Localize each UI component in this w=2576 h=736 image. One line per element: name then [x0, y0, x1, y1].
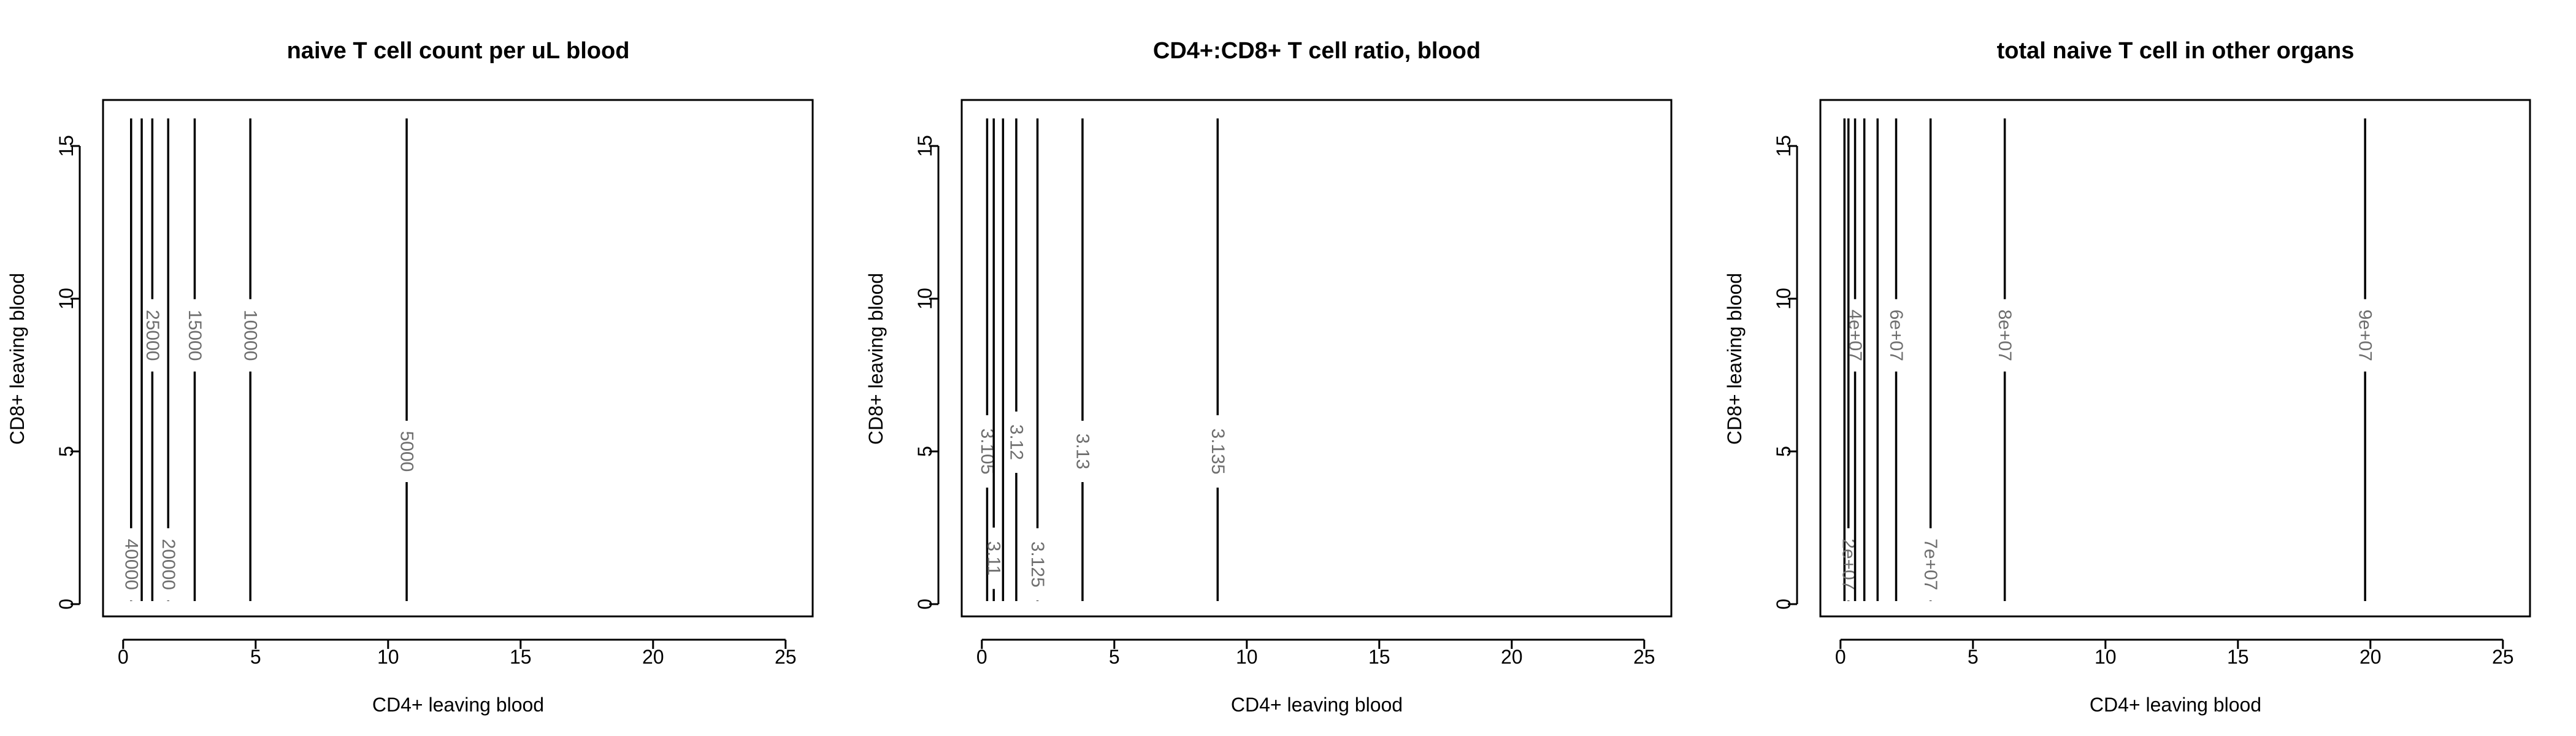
y-tick-label: 0	[914, 599, 936, 610]
y-tick-label: 0	[1773, 599, 1795, 610]
x-tick-label: 10	[1236, 646, 1258, 668]
x-tick-label: 25	[1633, 646, 1655, 668]
contour-label: 20000	[158, 539, 178, 590]
contour-label: 40000	[121, 539, 141, 590]
y-axis-label: CD8+ leaving blood	[6, 273, 28, 445]
y-tick-label: 10	[55, 288, 77, 310]
contour-label: 6e+07	[1886, 310, 1906, 361]
contour-label: 10000	[240, 310, 261, 361]
panel-3: total naive T cell in other organs 0 5 10 15…	[1723, 38, 2531, 716]
y-tick-label: 10	[1773, 288, 1795, 310]
x-tick-label: 5	[1968, 646, 1979, 668]
contour-label: 5000	[397, 431, 417, 472]
chart-title: naive T cell count per uL blood	[287, 38, 630, 64]
x-tick-label: 20	[1501, 646, 1523, 668]
y-tick-label: 5	[1773, 446, 1795, 457]
contour-label: 3.13	[1072, 434, 1092, 469]
x-tick-label: 10	[377, 646, 399, 668]
x-tick-label: 0	[976, 646, 987, 668]
x-tick-label: 20	[642, 646, 664, 668]
chart-title: CD4+:CD8+ T cell ratio, blood	[1153, 38, 1481, 64]
x-tick-label: 0	[118, 646, 129, 668]
x-tick-label: 15	[2227, 646, 2249, 668]
contour-label: 7e+07	[1920, 539, 1941, 590]
y-tick-label: 15	[55, 135, 77, 157]
y-tick-label: 15	[1773, 135, 1795, 157]
x-tick-label: 25	[2492, 646, 2514, 668]
y-tick-label: 5	[914, 446, 936, 457]
contour-label: 3.12	[1006, 424, 1026, 460]
x-tick-label: 10	[2095, 646, 2117, 668]
panel-1: naive T cell count per uL blood 0 5 10 15 20 2…	[6, 38, 814, 716]
contour-label: 25000	[142, 310, 163, 361]
y-tick-label: 10	[914, 288, 936, 310]
x-tick-label: 5	[1109, 646, 1120, 668]
x-tick-label: 25	[775, 646, 797, 668]
contour-label: 15000	[185, 310, 205, 361]
x-tick-label: 0	[1835, 646, 1846, 668]
x-axis-label: CD4+ leaving blood	[372, 694, 544, 716]
contour-label: 3.135	[1208, 428, 1228, 474]
contour-label: 8e+07	[1995, 310, 2015, 361]
x-tick-label: 15	[1368, 646, 1390, 668]
y-axis-label: CD8+ leaving blood	[865, 273, 887, 445]
y-axis-label: CD8+ leaving blood	[1723, 273, 1746, 445]
contour-label: 3.125	[1027, 542, 1048, 588]
x-tick-label: 15	[510, 646, 532, 668]
x-axis-label: CD4+ leaving blood	[1231, 694, 1403, 716]
y-tick-label: 5	[55, 446, 77, 457]
plot-frame	[960, 99, 1673, 618]
x-tick-label: 5	[250, 646, 261, 668]
y-tick-label: 15	[914, 135, 936, 157]
contour-label: 4e+07	[1845, 310, 1865, 361]
chart-title: total naive T cell in other organs	[1997, 38, 2355, 64]
x-tick-label: 20	[2359, 646, 2382, 668]
plot-frame	[102, 99, 814, 618]
x-axis-label: CD4+ leaving blood	[2090, 694, 2261, 716]
contour-label: 9e+07	[2355, 310, 2375, 361]
y-tick-label: 0	[55, 599, 77, 610]
panel-2: CD4+:CD8+ T cell ratio, blood 0 5 10 15 20 25 0…	[865, 38, 1673, 716]
plot-frame	[1819, 99, 2531, 618]
contour-label: 3.11	[984, 541, 1004, 575]
